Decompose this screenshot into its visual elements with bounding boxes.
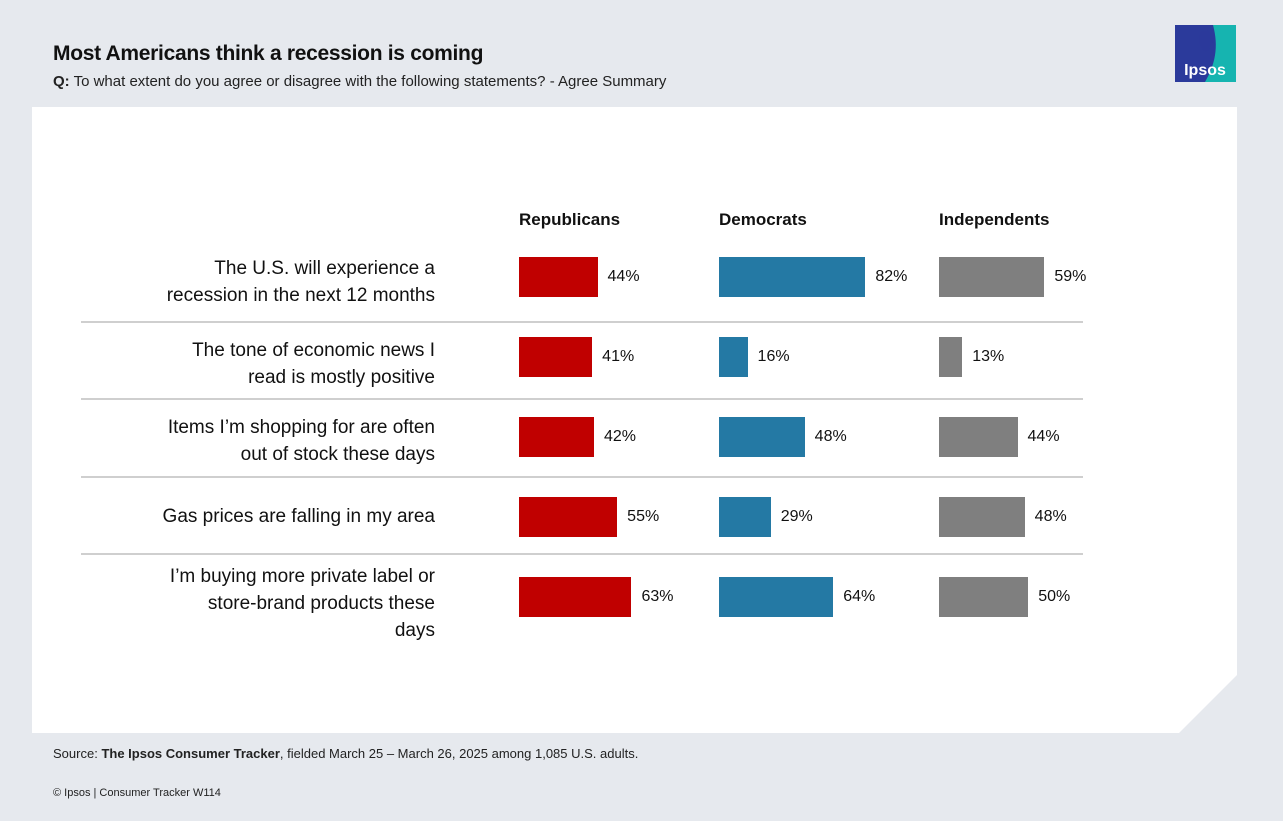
statement-line: I’m buying more private label or bbox=[169, 565, 435, 587]
bar-democrats bbox=[719, 577, 834, 617]
source-prefix: Source: bbox=[53, 746, 98, 761]
data-label: 44% bbox=[607, 268, 640, 285]
data-label: 48% bbox=[814, 428, 847, 445]
statement-line: Items I’m shopping for are often bbox=[167, 417, 435, 438]
source-details: , fielded March 25 – March 26, 2025 amon… bbox=[279, 746, 639, 761]
statement-label: I’m buying more private label or store-br… bbox=[95, 563, 435, 644]
row-divider bbox=[81, 398, 1083, 400]
data-label: 44% bbox=[1027, 428, 1060, 445]
statement-line: The tone of economic news I bbox=[192, 340, 435, 361]
data-label: 29% bbox=[780, 508, 813, 525]
row-divider bbox=[81, 553, 1083, 555]
data-label: 59% bbox=[1054, 268, 1087, 285]
bar-independents bbox=[939, 337, 963, 377]
bar-democrats bbox=[719, 257, 866, 297]
row-divider bbox=[81, 321, 1083, 323]
statement-line: days bbox=[394, 619, 435, 641]
data-label: 50% bbox=[1038, 588, 1071, 605]
ipsos-logo: Ipsos bbox=[1175, 25, 1236, 82]
source-note: Source: The Ipsos Consumer Tracker, fiel… bbox=[53, 746, 638, 761]
source-name: The Ipsos Consumer Tracker bbox=[101, 746, 280, 761]
question-prefix: Q: bbox=[53, 73, 70, 90]
statement-line: Gas prices are falling in my area bbox=[162, 505, 435, 527]
data-label: 16% bbox=[757, 348, 790, 365]
row-divider bbox=[81, 476, 1083, 478]
statement-line: read is mostly positive bbox=[248, 367, 435, 388]
copyright: © Ipsos | Consumer Tracker W114 bbox=[53, 787, 221, 799]
chart-card bbox=[32, 107, 1237, 733]
data-label: 82% bbox=[875, 268, 908, 285]
column-header-democrats: Democrats bbox=[719, 210, 807, 229]
bar-republicans bbox=[519, 417, 594, 457]
bar-republicans bbox=[519, 497, 618, 537]
bar-republicans bbox=[519, 257, 598, 297]
question-text: Q: To what extent do you agree or disagr… bbox=[53, 73, 666, 90]
statement-line: The U.S. will experience a bbox=[214, 258, 435, 279]
logo-text: Ipsos bbox=[1184, 62, 1226, 79]
data-label: 42% bbox=[603, 428, 636, 445]
data-label: 55% bbox=[627, 508, 660, 525]
chart-title: Most Americans think a recession is comi… bbox=[53, 42, 484, 65]
data-label: 48% bbox=[1034, 508, 1067, 525]
statement-line: out of stock these days bbox=[240, 444, 435, 465]
data-label: 64% bbox=[843, 588, 876, 605]
bar-independents bbox=[939, 577, 1029, 617]
bar-republicans bbox=[519, 337, 593, 377]
bar-republicans bbox=[519, 577, 632, 617]
question-body: To what extent do you agree or disagree … bbox=[73, 73, 667, 90]
data-label: 63% bbox=[641, 588, 674, 605]
statement-label: Items I’m shopping for are often out of s… bbox=[95, 414, 435, 468]
data-label: 13% bbox=[972, 348, 1005, 365]
column-header-independents: Independents bbox=[939, 210, 1050, 229]
column-header-republicans: Republicans bbox=[519, 210, 621, 229]
statement-label: The U.S. will experience a recession in t… bbox=[95, 255, 435, 309]
data-label: 41% bbox=[602, 348, 635, 365]
statement-label: Gas prices are falling in my area bbox=[95, 503, 435, 530]
bar-democrats bbox=[719, 497, 771, 537]
bar-independents bbox=[939, 417, 1018, 457]
statement-label: The tone of economic news I read is mostl… bbox=[95, 337, 435, 391]
bar-independents bbox=[939, 497, 1025, 537]
bar-democrats bbox=[719, 337, 748, 377]
bar-independents bbox=[939, 257, 1045, 297]
statement-line: store-brand products these bbox=[207, 592, 435, 614]
bar-democrats bbox=[719, 417, 805, 457]
statement-line: recession in the next 12 months bbox=[166, 285, 435, 306]
